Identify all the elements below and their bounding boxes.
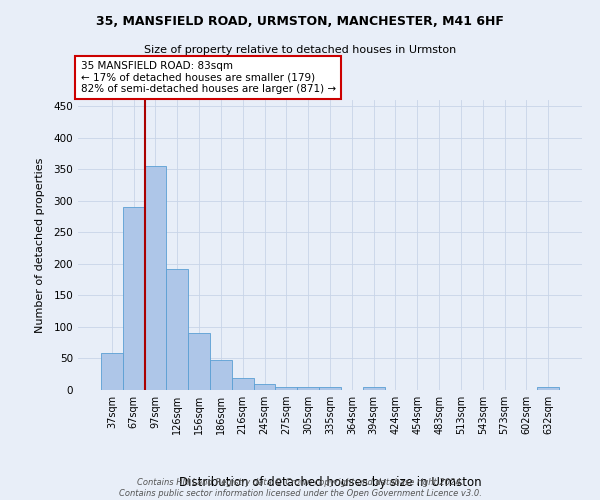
X-axis label: Distribution of detached houses by size in Urmston: Distribution of detached houses by size … — [179, 476, 481, 489]
Bar — [363, 388, 385, 390]
Y-axis label: Number of detached properties: Number of detached properties — [35, 158, 45, 332]
Bar — [254, 384, 275, 390]
Bar — [101, 353, 123, 390]
Bar — [537, 388, 559, 390]
Bar — [210, 360, 232, 390]
Bar — [232, 378, 254, 390]
Bar — [145, 166, 166, 390]
Bar — [319, 387, 341, 390]
Bar — [188, 334, 210, 390]
Text: Size of property relative to detached houses in Urmston: Size of property relative to detached ho… — [144, 45, 456, 55]
Text: 35 MANSFIELD ROAD: 83sqm
← 17% of detached houses are smaller (179)
82% of semi-: 35 MANSFIELD ROAD: 83sqm ← 17% of detach… — [80, 61, 335, 94]
Bar — [297, 387, 319, 390]
Text: Contains HM Land Registry data © Crown copyright and database right 2024.
Contai: Contains HM Land Registry data © Crown c… — [119, 478, 481, 498]
Text: 35, MANSFIELD ROAD, URMSTON, MANCHESTER, M41 6HF: 35, MANSFIELD ROAD, URMSTON, MANCHESTER,… — [96, 15, 504, 28]
Bar — [123, 207, 145, 390]
Bar — [166, 269, 188, 390]
Bar — [275, 387, 297, 390]
